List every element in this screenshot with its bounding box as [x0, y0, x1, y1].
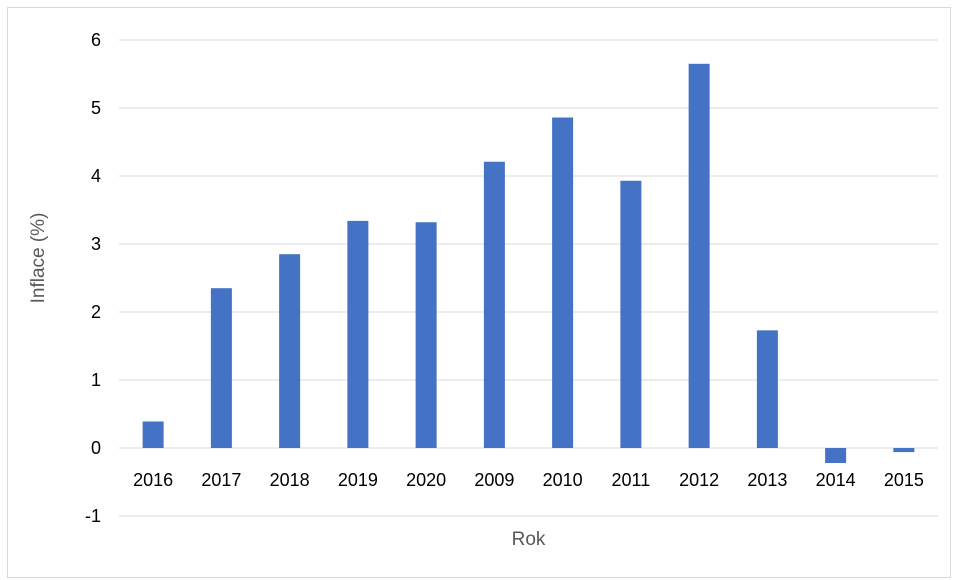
- x-tick-label: 2016: [133, 470, 173, 490]
- y-tick-label: 2: [91, 302, 101, 322]
- y-tick-label: 5: [91, 98, 101, 118]
- bar-2010: [552, 117, 574, 449]
- bars: [142, 63, 915, 463]
- y-tick-label: 4: [91, 166, 101, 186]
- y-axis-ticks: -1 0 1 2 3 4 5 6: [85, 30, 101, 526]
- bar-2011: [620, 180, 642, 448]
- x-tick-label: 2018: [270, 470, 310, 490]
- gridlines: [119, 39, 938, 517]
- y-tick-label: 6: [91, 30, 101, 50]
- bar-2014: [825, 448, 847, 463]
- bar-2015: [893, 448, 915, 453]
- x-axis-ticks: 2016 2017 2018 2019 2020 2009 2010 2011 2012 2013…: [133, 470, 924, 490]
- x-tick-label: 2013: [747, 470, 787, 490]
- chart-frame: [7, 7, 951, 578]
- bar-2017: [210, 288, 232, 448]
- x-tick-label: 2014: [816, 470, 856, 490]
- x-tick-label: 2012: [679, 470, 719, 490]
- x-tick-label: 2009: [474, 470, 514, 490]
- x-tick-label: 2015: [884, 470, 924, 490]
- bar-2012: [688, 63, 710, 449]
- y-tick-label: 3: [91, 234, 101, 254]
- bar-2020: [415, 222, 437, 448]
- x-tick-label: 2019: [338, 470, 378, 490]
- bar-2016: [142, 421, 164, 448]
- bar-2019: [347, 220, 369, 448]
- y-tick-label: 0: [91, 438, 101, 458]
- x-tick-label: 2011: [612, 470, 651, 490]
- bar-2009: [483, 161, 505, 448]
- x-axis-title: Rok: [512, 529, 546, 550]
- x-tick-label: 2020: [406, 470, 446, 490]
- x-tick-label: 2010: [543, 470, 583, 490]
- y-tick-label: 1: [91, 370, 101, 390]
- y-axis-title: Inflace (%): [28, 213, 49, 304]
- x-tick-label: 2017: [201, 470, 241, 490]
- bar-2018: [279, 254, 301, 448]
- y-tick-label: -1: [85, 506, 101, 526]
- bar-2013: [756, 330, 778, 448]
